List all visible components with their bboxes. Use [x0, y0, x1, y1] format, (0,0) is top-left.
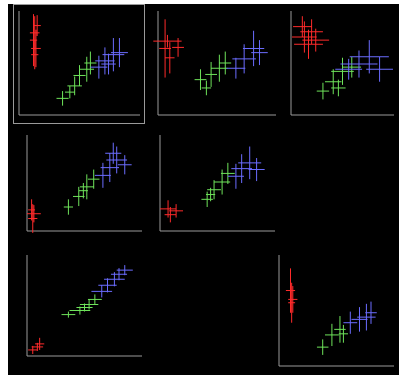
scatter-plot	[26, 135, 142, 233]
blue-data-point	[232, 44, 256, 74]
plot-panel-r2c1[interactable]	[22, 129, 146, 239]
scatter-plot	[278, 255, 394, 367]
green-data-point	[78, 183, 88, 199]
red-data-point	[169, 204, 183, 218]
green-data-point	[201, 80, 212, 96]
plot-panel-r1c1[interactable]	[13, 4, 145, 124]
green-data-point	[64, 85, 75, 99]
red-data-point	[27, 205, 41, 223]
green-data-point	[87, 294, 102, 305]
green-data-point	[79, 56, 95, 82]
blue-data-point	[116, 265, 133, 276]
green-data-point	[331, 57, 354, 85]
red-data-point	[285, 268, 296, 313]
blue-data-point	[248, 158, 265, 182]
green-data-point	[331, 79, 346, 97]
red-data-point	[172, 38, 184, 57]
green-data-point	[207, 180, 221, 200]
blue-data-point	[100, 153, 119, 183]
blue-data-point	[357, 303, 376, 331]
blue-data-point	[351, 307, 368, 332]
green-data-point	[79, 174, 94, 200]
blue-data-point	[106, 146, 128, 174]
green-data-point	[316, 339, 329, 355]
scatter-plot	[153, 11, 276, 116]
green-data-point	[194, 69, 207, 91]
red-data-point	[293, 16, 312, 37]
blue-data-point	[91, 285, 113, 298]
green-data-point	[219, 51, 232, 75]
green-data-point	[220, 162, 235, 184]
blue-data-point	[349, 40, 389, 74]
red-data-point	[159, 19, 171, 78]
scatter-plot	[159, 135, 275, 232]
red-data-point	[35, 337, 45, 350]
red-data-point	[153, 34, 182, 48]
blue-data-point	[343, 311, 358, 334]
green-data-point	[338, 324, 348, 343]
blue-data-point	[110, 38, 128, 68]
red-data-point	[288, 286, 298, 313]
blue-data-point	[117, 155, 132, 175]
plot-panel-r1c2[interactable]	[153, 5, 280, 123]
green-data-point	[324, 69, 342, 95]
green-data-point	[63, 199, 73, 215]
scatter-matrix	[8, 4, 399, 375]
green-data-point	[206, 187, 216, 202]
red-data-point	[28, 199, 36, 221]
blue-data-point	[102, 38, 125, 72]
blue-data-point	[340, 50, 378, 78]
blue-data-point	[242, 30, 265, 67]
green-data-point	[316, 82, 330, 100]
green-data-point	[325, 323, 339, 347]
green-data-point	[56, 91, 69, 106]
blue-data-point	[226, 57, 246, 79]
red-data-point	[31, 29, 41, 68]
blue-data-point	[366, 56, 393, 82]
blue-data-point	[238, 146, 262, 180]
plot-panel-r2c2[interactable]	[155, 129, 279, 239]
plot-panel-r3c3[interactable]	[274, 249, 398, 374]
red-data-point	[31, 40, 39, 70]
red-data-point	[165, 42, 175, 74]
green-data-point	[201, 191, 213, 207]
green-data-point	[79, 299, 99, 310]
blue-data-point	[94, 162, 111, 188]
blue-data-point	[231, 154, 252, 183]
red-data-point	[294, 29, 323, 59]
red-data-point	[33, 15, 41, 36]
blue-data-point	[98, 278, 117, 293]
blue-data-point	[335, 58, 363, 80]
green-data-point	[334, 316, 346, 343]
red-data-point	[28, 204, 38, 233]
red-data-point	[164, 207, 177, 223]
blue-data-point	[251, 40, 268, 66]
scatter-plot	[26, 255, 142, 357]
plot-panel-r1c3[interactable]	[286, 5, 398, 123]
scatter-plot	[18, 11, 140, 116]
scatter-plot	[290, 11, 394, 116]
green-data-point	[61, 311, 76, 318]
blue-data-point	[101, 53, 116, 75]
red-data-point	[288, 282, 296, 323]
green-data-point	[76, 303, 93, 312]
red-data-point	[292, 21, 317, 53]
green-data-point	[342, 56, 362, 78]
red-data-point	[302, 28, 330, 52]
green-data-point	[87, 169, 100, 189]
blue-data-point	[105, 142, 122, 164]
green-data-point	[205, 61, 217, 87]
green-data-point	[84, 51, 97, 75]
green-data-point	[73, 65, 86, 86]
blue-data-point	[95, 47, 115, 75]
blue-data-point	[365, 301, 377, 324]
green-data-point	[73, 186, 85, 207]
plot-panel-r3c1[interactable]	[22, 249, 146, 364]
